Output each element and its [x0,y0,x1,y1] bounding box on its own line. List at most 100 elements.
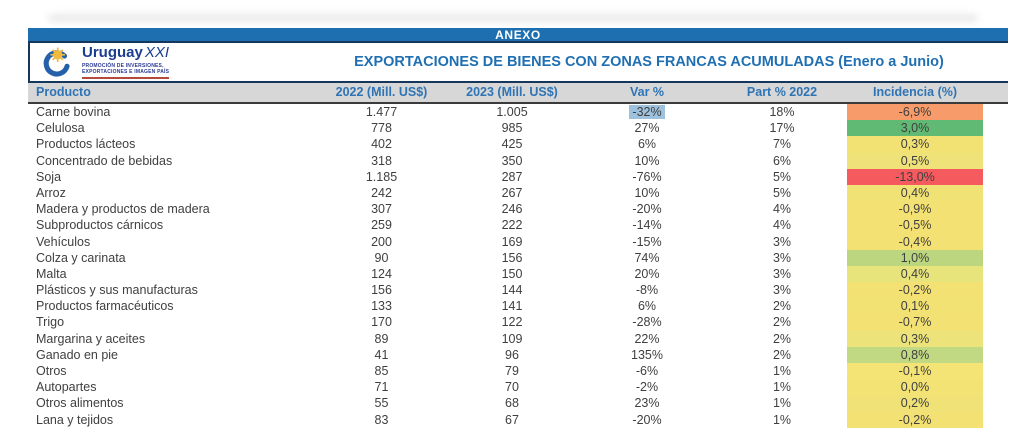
cell-producto[interactable]: Productos farmacéuticos [36,299,174,314]
selected-cell-highlight[interactable]: -32% [629,105,665,119]
cell-incidencia[interactable]: -0,9% [847,201,983,218]
cell-2023-value[interactable]: 425 [501,137,523,152]
cell-incidencia[interactable]: 0,4% [847,184,983,202]
cell-2023-value[interactable]: 985 [501,121,523,136]
cell-producto[interactable]: Otros alimentos [36,396,124,411]
cell-incidencia[interactable]: -0,4% [847,233,983,250]
cell-incidencia[interactable]: 0,8% [847,346,983,363]
cell-part-percent[interactable]: 4% [772,218,792,233]
cell-2023-value[interactable]: 222 [501,218,523,233]
cell-part-percent[interactable]: 7% [772,137,792,152]
cell-incidencia[interactable]: -0,2% [847,411,983,428]
cell-2022-value[interactable]: 242 [371,185,392,200]
column-header-part[interactable]: Part % 2022 [746,85,818,99]
cell-var-percent[interactable]: -15% [632,234,662,249]
cell-2023-value[interactable]: 96 [505,347,519,362]
cell-producto[interactable]: Productos lácteos [36,137,136,152]
column-header-producto[interactable]: Producto [36,85,91,99]
cell-2023-value[interactable]: 150 [501,266,523,281]
cell-var-percent[interactable]: -14% [632,218,662,233]
cell-var-percent[interactable]: 10% [634,185,660,200]
cell-2023-value[interactable]: 122 [501,315,523,330]
cell-var-percent[interactable]: 6% [637,137,657,152]
cell-producto[interactable]: Celulosa [36,121,85,136]
cell-2022-value[interactable]: 318 [371,153,392,168]
cell-producto[interactable]: Carne bovina [36,105,111,119]
column-header-2022[interactable]: 2022 (Mill. US$) [335,85,428,99]
cell-2022-value[interactable]: 85 [374,364,389,378]
cell-incidencia[interactable]: -13,0% [847,168,983,185]
cell-2023-value[interactable]: 79 [505,364,519,378]
cell-var-percent[interactable]: 22% [634,331,660,346]
cell-part-percent[interactable]: 2% [772,299,792,314]
cell-var-percent[interactable]: -20% [632,202,662,217]
cell-part-percent[interactable]: 3% [772,250,792,265]
cell-producto[interactable]: Arroz [36,185,66,200]
cell-2022-value[interactable]: 200 [371,234,392,249]
cell-part-percent[interactable]: 2% [772,347,792,362]
cell-part-percent[interactable]: 1% [772,364,792,378]
cell-var-percent[interactable]: 20% [634,266,660,281]
cell-2022-value[interactable]: 1.477 [365,105,398,119]
cell-part-percent[interactable]: 2% [772,315,792,330]
cell-2023-value[interactable]: 287 [501,169,523,184]
cell-var-percent[interactable]: 27% [634,121,660,136]
cell-2022-value[interactable]: 90 [374,250,389,265]
cell-incidencia[interactable]: 0,0% [847,379,983,396]
cell-2023-value[interactable]: 67 [505,412,519,427]
cell-part-percent[interactable]: 18% [769,105,795,119]
cell-var-percent[interactable]: -76% [632,169,662,184]
cell-incidencia[interactable]: 0,2% [847,395,983,412]
cell-var-percent[interactable]: -2% [635,380,659,395]
cell-producto[interactable]: Vehículos [36,234,91,249]
cell-incidencia[interactable]: -0,5% [847,217,983,234]
cell-producto[interactable]: Autopartes [36,380,97,395]
cell-2023-value[interactable]: 109 [501,331,523,346]
cell-producto[interactable]: Malta [36,266,67,281]
cell-part-percent[interactable]: 1% [772,396,792,411]
cell-part-percent[interactable]: 17% [769,121,795,136]
cell-2023-value[interactable]: 267 [501,185,523,200]
cell-2022-value[interactable]: 41 [374,347,389,362]
cell-producto[interactable]: Trigo [36,315,65,330]
cell-incidencia[interactable]: 3,0% [847,120,983,137]
cell-part-percent[interactable]: 5% [772,169,792,184]
cell-incidencia[interactable]: -0,7% [847,314,983,331]
cell-2022-value[interactable]: 402 [371,137,392,152]
cell-var-percent[interactable]: 74% [634,250,660,265]
cell-2022-value[interactable]: 89 [374,331,389,346]
cell-incidencia[interactable]: 0,1% [847,298,983,315]
cell-part-percent[interactable]: 3% [772,283,792,298]
cell-producto[interactable]: Soja [36,169,62,184]
cell-incidencia[interactable]: -0,1% [847,363,983,380]
cell-producto[interactable]: Subproductos cárnicos [36,218,164,233]
cell-2022-value[interactable]: 133 [371,299,392,314]
cell-producto[interactable]: Madera y productos de madera [36,202,210,217]
cell-2022-value[interactable]: 170 [371,315,392,330]
cell-var-percent[interactable]: 10% [634,153,660,168]
cell-producto[interactable]: Lana y tejidos [36,412,114,427]
cell-2022-value[interactable]: 124 [371,266,392,281]
cell-incidencia[interactable]: 0,4% [847,265,983,283]
cell-part-percent[interactable]: 3% [772,266,792,281]
column-header-var[interactable]: Var % [629,85,665,99]
cell-2022-value[interactable]: 71 [374,380,389,395]
cell-incidencia[interactable]: -0,2% [847,282,983,299]
cell-2023-value[interactable]: 350 [501,153,523,168]
cell-part-percent[interactable]: 1% [772,412,792,427]
cell-var-percent[interactable]: -6% [635,364,659,378]
cell-part-percent[interactable]: 1% [772,380,792,395]
cell-2022-value[interactable]: 83 [374,412,389,427]
cell-producto[interactable]: Otros [36,364,67,378]
cell-part-percent[interactable]: 6% [772,153,792,168]
cell-producto[interactable]: Concentrado de bebidas [36,153,173,168]
cell-2023-value[interactable]: 156 [501,250,523,265]
cell-var-percent[interactable]: 23% [634,396,660,411]
cell-2023-value[interactable]: 144 [501,283,523,298]
cell-2022-value[interactable]: 307 [371,202,392,217]
cell-producto[interactable]: Plásticos y sus manufacturas [36,283,198,298]
cell-2022-value[interactable]: 1.185 [365,169,398,184]
cell-2022-value[interactable]: 55 [374,396,389,411]
cell-incidencia[interactable]: 0,5% [847,152,983,169]
cell-part-percent[interactable]: 3% [772,234,792,249]
